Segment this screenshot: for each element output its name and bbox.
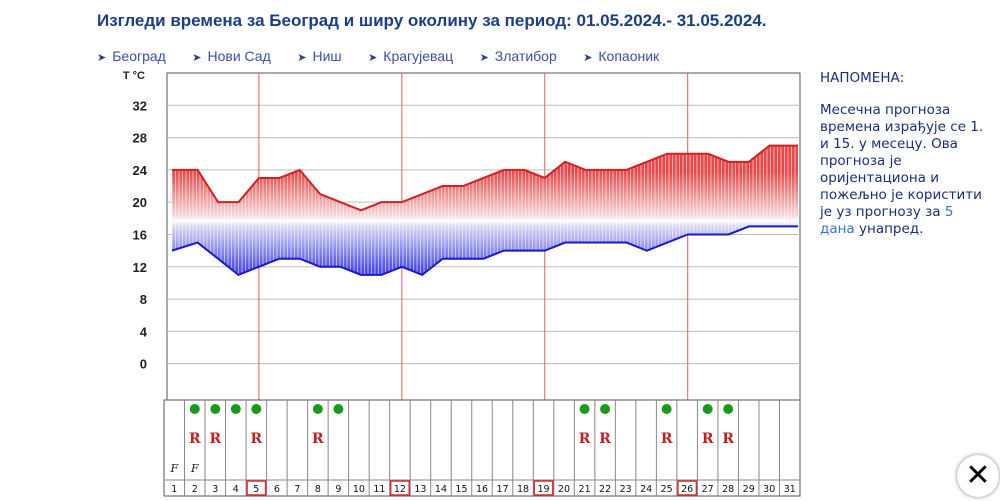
day-label: 12 — [394, 484, 406, 495]
rain-r-icon: R — [599, 431, 611, 447]
day-label: 17 — [496, 484, 508, 495]
day-label: 5 — [253, 484, 259, 495]
plot-area: 0 4 8 12 16 20 24 28 32 T °C — [123, 70, 801, 401]
sun-dot-icon — [579, 404, 590, 414]
weather-symbol-strip: 1 2 3 4 5 6 7 8 9 10 11 12 13 14 15 16 17 18 19 20 21 22 23 24 2… — [163, 399, 801, 497]
day-label: 8 — [315, 484, 321, 495]
chevron-right-icon: ➤ — [479, 52, 489, 64]
temperature-band-hatch — [172, 145, 798, 275]
wind-flag-icon: F — [169, 462, 178, 475]
y-tick-label: 20 — [133, 195, 147, 210]
day-label: 21 — [579, 484, 591, 495]
y-tick-label: 4 — [140, 324, 148, 339]
rain-r-icon: R — [722, 431, 734, 447]
day-highlight-box — [389, 480, 410, 496]
note-text: Месечна прогноза времена израђује се 1. … — [820, 102, 985, 238]
y-tick-label: 16 — [133, 227, 147, 242]
rain-r-icon: R — [579, 431, 591, 447]
day-label: 23 — [620, 484, 632, 495]
chevron-right-icon: ➤ — [97, 52, 107, 64]
day-label: 10 — [353, 484, 365, 495]
sun-dot-icon — [333, 404, 344, 414]
chevron-right-icon: ➤ — [297, 52, 307, 64]
day-label: 4 — [233, 484, 239, 495]
day-label: 11 — [373, 484, 385, 495]
nav-item-novi-sad[interactable]: ➤ Нови Сад — [192, 48, 271, 64]
rain-r-icon: R — [189, 431, 201, 447]
y-tick-label: 28 — [133, 131, 147, 146]
nav-item-label: Копаоник — [598, 48, 660, 64]
y-tick-label: 24 — [133, 163, 148, 178]
sun-dot-icon — [251, 404, 262, 414]
day-highlight-box — [677, 480, 698, 496]
chevron-right-icon: ➤ — [192, 52, 202, 64]
rain-r-icon: R — [209, 431, 221, 447]
day-label: 26 — [681, 484, 693, 495]
nav-item-kragujevac[interactable]: ➤ Крагујевац — [368, 48, 453, 64]
nav-item-label: Ниш — [312, 48, 342, 64]
sun-dot-icon — [230, 404, 241, 414]
day-label: 2 — [192, 484, 198, 495]
sun-dot-icon — [600, 404, 611, 414]
rain-r-icon: R — [312, 431, 324, 447]
day-label: 1 — [171, 484, 177, 495]
wind-flag-icon: F — [190, 462, 199, 475]
nav-item-zlatibor[interactable]: ➤ Златибор — [480, 48, 557, 64]
chevron-right-icon: ➤ — [583, 52, 593, 64]
nav-item-label: Крагујевац — [383, 48, 454, 64]
sun-dot-icon — [312, 404, 323, 414]
day-label: 19 — [538, 484, 550, 495]
day-label: 22 — [599, 484, 611, 495]
sun-dot-icon — [189, 404, 200, 414]
day-label: 14 — [435, 484, 447, 495]
y-axis-label: T °C — [123, 70, 145, 82]
nav-item-label: Нови Сад — [207, 48, 271, 64]
day-highlight-box — [246, 480, 267, 496]
nav-item-label: Златибор — [494, 48, 557, 64]
day-label: 9 — [335, 484, 341, 495]
day-label: 29 — [743, 484, 755, 495]
rain-r-icon: R — [251, 431, 263, 447]
nav-item-kopaonik[interactable]: ➤ Копаоник — [583, 48, 659, 64]
day-label: 31 — [784, 484, 796, 495]
day-label: 30 — [763, 484, 775, 495]
y-tick-label: 12 — [133, 260, 147, 275]
note-tail: унапред. — [859, 221, 924, 237]
day-label: 6 — [274, 484, 280, 495]
sun-dot-icon — [210, 404, 221, 414]
nav-item-label: Београд — [112, 48, 166, 64]
chevron-right-icon: ➤ — [368, 52, 378, 64]
day-label: 25 — [661, 484, 673, 495]
note-panel: НАПОМЕНА: Месечна прогноза времена израђ… — [820, 70, 985, 238]
city-navigation: ➤ Београд ➤ Нови Сад ➤ Ниш ➤ Крагујевац ➤ Зла… — [97, 48, 681, 66]
rain-r-icon: R — [661, 431, 673, 447]
close-icon: ✕ — [965, 458, 991, 493]
day-label: 18 — [517, 484, 529, 495]
day-label: 3 — [212, 484, 218, 495]
note-body: Месечна прогноза времена израђује се 1. … — [820, 102, 984, 220]
y-tick-label: 0 — [140, 357, 147, 372]
y-tick-label: 8 — [140, 292, 147, 307]
nav-item-nis[interactable]: ➤ Ниш — [297, 48, 341, 64]
day-highlight-box — [533, 480, 554, 496]
close-button[interactable]: ✕ — [957, 455, 999, 497]
rain-r-icon: R — [702, 431, 714, 447]
day-label: 28 — [722, 484, 734, 495]
day-label: 16 — [476, 484, 488, 495]
sun-dot-icon — [723, 404, 734, 414]
day-label: 7 — [294, 484, 300, 495]
day-label: 15 — [455, 484, 467, 495]
note-title: НАПОМЕНА: — [820, 70, 905, 86]
page-title: Изгледи времена за Београд и ширу околин… — [97, 11, 767, 30]
sun-dot-icon — [661, 404, 672, 414]
day-label: 20 — [558, 484, 570, 495]
nav-item-beograd[interactable]: ➤ Београд — [97, 48, 166, 64]
y-tick-label: 32 — [133, 98, 147, 113]
sun-dot-icon — [702, 404, 713, 414]
day-label: 13 — [414, 484, 426, 495]
day-label: 27 — [702, 484, 714, 495]
forecast-5-days-link[interactable]: 5 дана — [820, 204, 954, 237]
day-label: 24 — [640, 484, 652, 495]
